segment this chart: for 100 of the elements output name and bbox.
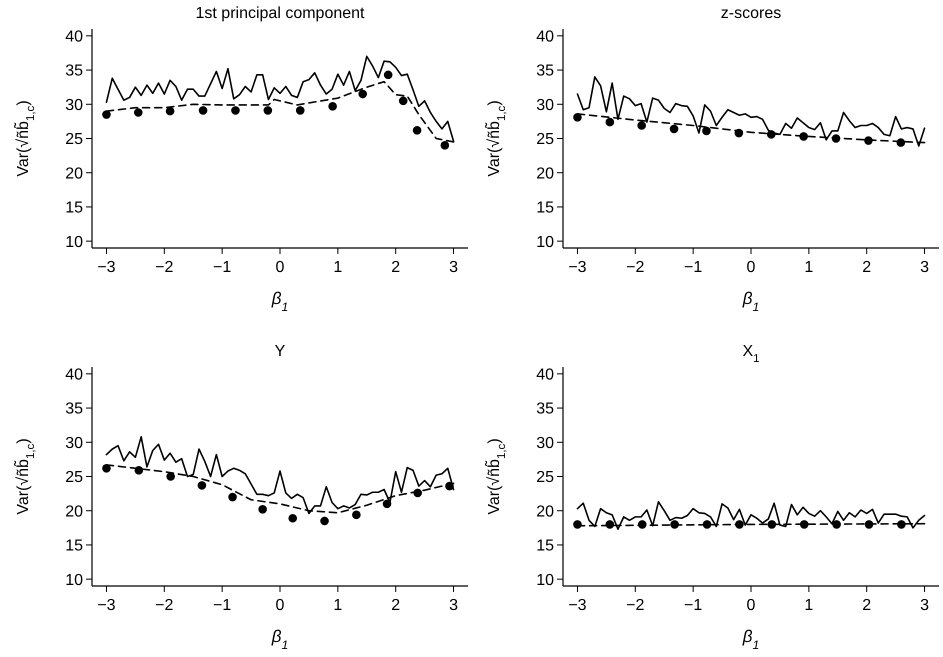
y-tick-label: 25 bbox=[536, 131, 554, 148]
y-tick-label: 20 bbox=[536, 503, 554, 520]
x-tick-label: 2 bbox=[862, 259, 872, 276]
x-tick-label: 2 bbox=[391, 259, 400, 276]
point bbox=[296, 106, 305, 115]
y-tick-label: 40 bbox=[536, 366, 554, 384]
x-axis-title: β$_{1}$ bbox=[742, 627, 760, 652]
x-tick-label: −3 bbox=[568, 597, 587, 614]
y-tick-label: 30 bbox=[65, 96, 84, 114]
y-tick-label: 25 bbox=[536, 469, 554, 486]
point bbox=[102, 464, 111, 473]
x-tick-label: 3 bbox=[449, 259, 458, 276]
x-tick-label: −1 bbox=[213, 259, 232, 276]
x-tick-label: −2 bbox=[155, 259, 174, 276]
x-tick-label: 0 bbox=[746, 597, 756, 614]
point bbox=[258, 505, 267, 514]
y-tick-label: 35 bbox=[65, 62, 84, 80]
point bbox=[766, 130, 776, 139]
point bbox=[864, 136, 873, 145]
y-tick-label: 15 bbox=[536, 200, 554, 217]
y-tick-label: 30 bbox=[536, 434, 554, 452]
point bbox=[320, 516, 329, 526]
x-axis-title: β$_{1}$ bbox=[270, 627, 288, 652]
y-tick-label: 10 bbox=[65, 572, 84, 589]
x-tick-label: −2 bbox=[626, 597, 645, 614]
point bbox=[398, 96, 408, 106]
y-tick-label: 20 bbox=[65, 503, 84, 520]
point bbox=[896, 138, 906, 147]
x-tick-label: −1 bbox=[684, 259, 702, 276]
x-tick-label: −1 bbox=[684, 597, 702, 614]
x-tick-label: 3 bbox=[920, 259, 930, 276]
y-tick-label: 15 bbox=[65, 538, 84, 555]
chart-title: Y bbox=[274, 343, 286, 360]
x-tick-label: −3 bbox=[97, 597, 116, 614]
point bbox=[198, 106, 208, 115]
x-axis-title: β$_{1}$ bbox=[270, 289, 288, 314]
point bbox=[198, 481, 206, 490]
x-tick-label: 1 bbox=[804, 259, 814, 276]
point bbox=[832, 134, 840, 143]
y-tick-label: 25 bbox=[65, 469, 84, 486]
x-tick-label: 3 bbox=[449, 597, 458, 614]
point bbox=[440, 141, 450, 150]
point bbox=[734, 128, 744, 138]
point bbox=[702, 126, 711, 136]
point bbox=[264, 106, 272, 115]
x-tick-label: 1 bbox=[333, 597, 342, 614]
x-tick-label: 0 bbox=[276, 597, 285, 614]
x-tick-label: 2 bbox=[862, 597, 872, 614]
point bbox=[384, 70, 392, 80]
point bbox=[637, 121, 646, 130]
y-tick-label: 20 bbox=[65, 165, 84, 182]
point bbox=[134, 108, 143, 117]
x-tick-label: 0 bbox=[276, 259, 285, 276]
y-tick-label: 15 bbox=[65, 200, 84, 217]
x-tick-label: 1 bbox=[333, 259, 342, 276]
y-tick-label: 30 bbox=[65, 434, 84, 452]
y-tick-label: 40 bbox=[536, 28, 554, 46]
x-axis-title: β$_{1}$ bbox=[742, 289, 760, 314]
y-tick-label: 20 bbox=[536, 165, 554, 182]
point bbox=[413, 488, 422, 498]
x-tick-label: −1 bbox=[213, 597, 232, 614]
point bbox=[382, 500, 392, 508]
x-tick-label: −2 bbox=[626, 259, 645, 276]
point bbox=[328, 102, 337, 111]
point bbox=[231, 106, 240, 115]
point bbox=[166, 106, 174, 116]
point bbox=[670, 124, 678, 134]
y-tick-label: 40 bbox=[65, 28, 84, 46]
x-tick-label: −3 bbox=[97, 259, 116, 276]
y-tick-label: 10 bbox=[536, 572, 554, 589]
x-tick-label: 2 bbox=[391, 597, 400, 614]
line-series bbox=[106, 436, 454, 514]
point bbox=[134, 466, 144, 475]
x-tick-label: 3 bbox=[920, 597, 930, 614]
point bbox=[288, 514, 298, 523]
x-tick-label: 0 bbox=[746, 259, 756, 276]
y-tick-label: 10 bbox=[536, 234, 554, 251]
y-tick-label: 35 bbox=[536, 400, 554, 418]
point bbox=[445, 482, 454, 490]
point bbox=[358, 90, 368, 98]
chart-title: z-scores bbox=[720, 5, 782, 22]
point bbox=[799, 132, 808, 141]
y-tick-label: 30 bbox=[536, 96, 554, 114]
point bbox=[606, 118, 614, 126]
point bbox=[412, 126, 422, 135]
y-tick-label: 25 bbox=[65, 131, 84, 148]
line-series bbox=[576, 501, 926, 530]
y-tick-label: 35 bbox=[536, 62, 554, 80]
x-tick-label: −3 bbox=[568, 259, 587, 276]
y-tick-label: 10 bbox=[65, 234, 84, 251]
point bbox=[573, 112, 582, 122]
chart-title: 1st principal component bbox=[196, 5, 366, 22]
line-series bbox=[576, 76, 926, 147]
point bbox=[228, 492, 237, 502]
point bbox=[102, 110, 111, 119]
point bbox=[352, 510, 361, 520]
y-tick-label: 35 bbox=[65, 400, 84, 418]
chart-title: X$_{1}$ bbox=[742, 343, 760, 365]
y-tick-label: 40 bbox=[65, 366, 84, 384]
x-tick-label: 1 bbox=[804, 597, 814, 614]
